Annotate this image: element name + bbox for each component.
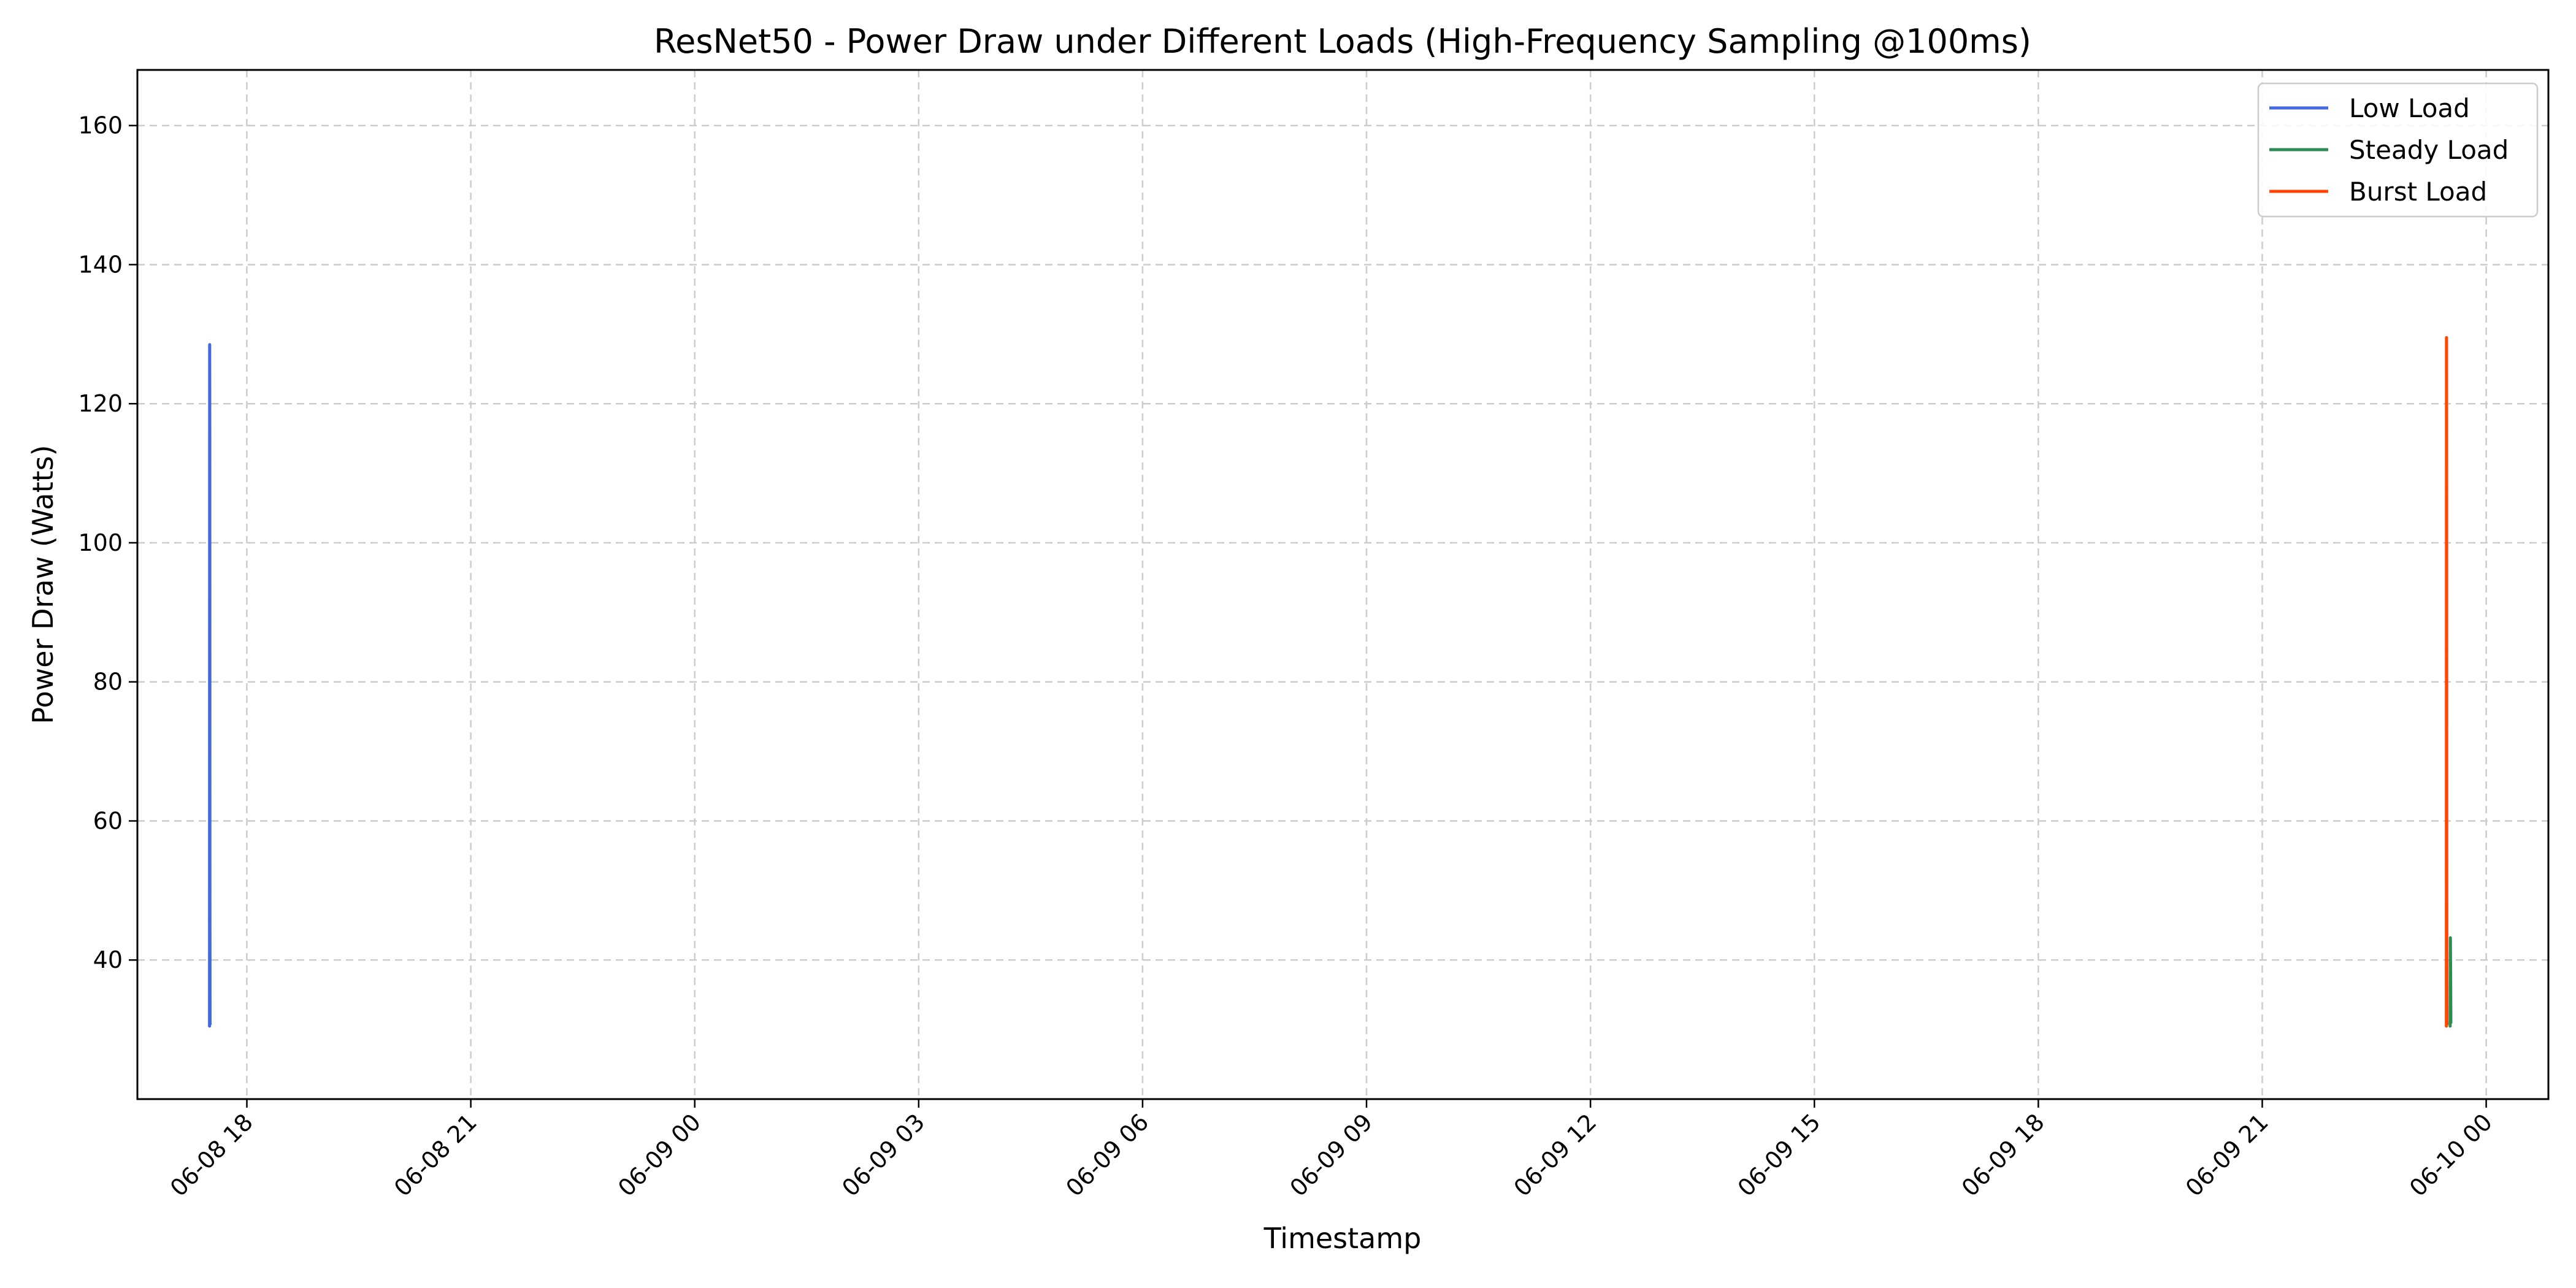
legend-label: Steady Load [2349,135,2509,165]
plot-frame [136,69,2550,1100]
chart-title: ResNet50 - Power Draw under Different Lo… [654,22,2031,61]
series-line-steady-load [2448,936,2453,1028]
legend-entries: Low Load Steady Load Burst Load [2269,93,2509,207]
y-axis-title: Power Draw (Watts) [26,445,59,724]
series-layer [208,336,2453,1028]
legend-frame [2257,82,2539,218]
x-axis-title: Timestamp [1263,1222,1422,1255]
legend-label: Low Load [2349,93,2470,123]
y-tick-label: 120 [78,390,123,417]
y-tick-label: 80 [93,669,123,696]
grid-layer [137,70,2548,1099]
legend-label: Burst Load [2349,177,2487,207]
y-tick-label: 160 [78,112,123,139]
y-tick-label: 140 [78,251,123,278]
legend: Low Load Steady Load Burst Load [2257,82,2539,218]
y-tick-label: 100 [78,529,123,556]
y-tick-label: 40 [93,946,123,973]
y-tick-label: 60 [93,807,123,834]
